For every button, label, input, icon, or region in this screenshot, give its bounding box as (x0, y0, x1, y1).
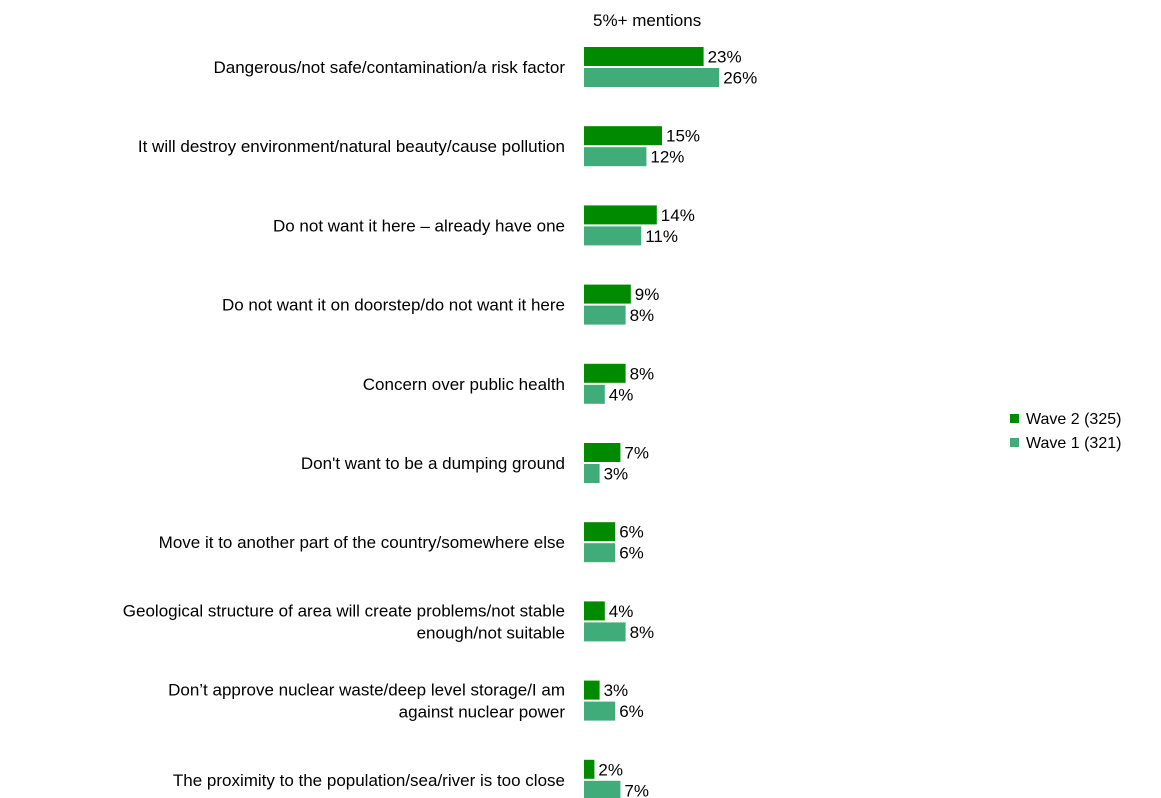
bar-wave-2 (584, 126, 662, 146)
data-label: 2% (598, 760, 623, 779)
legend-label: Wave 1 (321) (1026, 435, 1121, 452)
data-label: 6% (619, 544, 644, 563)
bar-wave-2 (584, 601, 605, 621)
data-label: 3% (604, 465, 629, 484)
data-label: 23% (708, 48, 742, 67)
category-label: Don’t approve nuclear waste/deep level s… (168, 681, 565, 700)
data-label: 8% (630, 364, 655, 383)
bar-wave-1 (584, 780, 621, 798)
chart-subtitle: 5%+ mentions (593, 11, 701, 30)
bar-wave-1 (584, 305, 626, 325)
data-label: 8% (630, 623, 655, 642)
data-label: 14% (661, 206, 695, 225)
data-label: 3% (604, 681, 629, 700)
data-label: 6% (619, 523, 644, 542)
category-label: Geological structure of area will create… (123, 601, 565, 620)
data-label: 6% (619, 702, 644, 721)
bar-wave-1 (584, 701, 616, 721)
legend: Wave 2 (325) Wave 1 (321) (1010, 411, 1121, 452)
data-label: 12% (650, 148, 684, 167)
bar-wave-2 (584, 205, 657, 225)
data-label: 11% (645, 227, 678, 246)
legend-swatch (1010, 438, 1019, 447)
data-label: 9% (635, 285, 660, 304)
category-label: against nuclear power (399, 703, 566, 722)
data-label: 7% (624, 781, 649, 798)
bar-wave-2 (584, 363, 626, 383)
category-label: Do not want it here – already have one (273, 216, 565, 235)
category-label: The proximity to the population/sea/rive… (173, 771, 565, 790)
data-label: 7% (624, 444, 649, 463)
data-label: 26% (723, 69, 757, 88)
bar-wave-2 (584, 759, 595, 779)
legend-swatch (1010, 414, 1019, 423)
category-labels-group: Dangerous/not safe/contamination/a risk … (123, 58, 566, 790)
legend-label: Wave 2 (325) (1026, 411, 1121, 428)
category-label: Concern over public health (363, 375, 565, 394)
bar-wave-1 (584, 464, 600, 483)
category-label: enough/not suitable (417, 623, 565, 642)
category-label: Move it to another part of the country/s… (159, 533, 565, 552)
bar-wave-2 (584, 47, 704, 66)
bar-wave-2 (584, 680, 600, 700)
bar-wave-2 (584, 443, 621, 462)
data-label: 4% (609, 385, 634, 404)
category-label: Don't want to be a dumping ground (301, 454, 565, 473)
bar-wave-1 (584, 622, 626, 642)
bar-wave-1 (584, 543, 616, 563)
data-label: 4% (609, 602, 634, 621)
bar-wave-1 (584, 68, 720, 87)
category-label: It will destroy environment/natural beau… (138, 137, 565, 156)
bar-wave-1 (584, 384, 605, 404)
bar-wave-2 (584, 284, 631, 304)
bar-wave-2 (584, 522, 616, 542)
bar-wave-1 (584, 226, 642, 246)
data-label: 8% (630, 306, 655, 325)
data-label: 15% (666, 127, 700, 146)
bar-wave-1 (584, 147, 647, 167)
bars-group: 23% 26% 15% 12% 14% 11% 9% 8% 8% 4% 7% 3% 6% 6% 4% 8% 3%… (584, 47, 757, 798)
category-label: Do not want it on doorstep/do not want i… (222, 296, 565, 315)
category-label: Dangerous/not safe/contamination/a risk … (213, 58, 565, 77)
